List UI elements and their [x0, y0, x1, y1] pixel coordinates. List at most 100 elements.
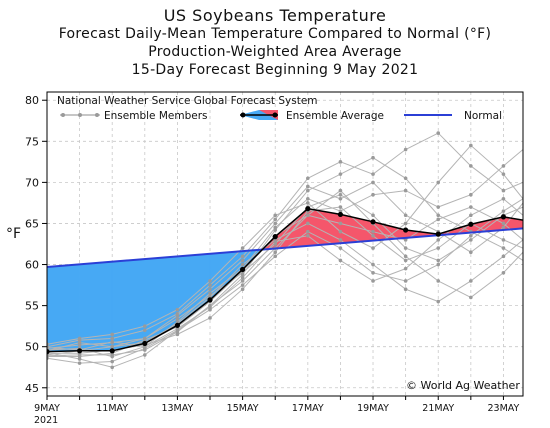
x-tick-label: 15MAY — [227, 403, 259, 414]
legend-members-marker — [78, 113, 82, 117]
member-point — [501, 225, 506, 230]
legend-average-label: Ensemble Average — [286, 110, 384, 122]
member-point — [273, 254, 278, 259]
member-point — [469, 213, 473, 218]
y-tick-label: 70 — [25, 176, 39, 189]
member-point — [403, 287, 408, 291]
member-point — [371, 172, 375, 176]
x-tick-label: 21MAY — [422, 403, 454, 414]
member-point — [143, 328, 147, 333]
member-point — [77, 354, 82, 359]
member-point — [240, 279, 245, 283]
ensemble-average-point — [403, 227, 409, 233]
legend-average-marker — [272, 112, 278, 118]
y-tick-label: 80 — [25, 94, 39, 107]
member-line — [47, 181, 523, 352]
legend-members-label: Ensemble Members — [104, 110, 208, 122]
member-point — [273, 225, 278, 230]
member-point — [110, 339, 115, 344]
member-point — [306, 197, 310, 201]
x-tick-label: 9MAY — [34, 403, 60, 414]
y-tick-label: 75 — [25, 135, 39, 148]
member-point — [436, 299, 441, 304]
member-point — [403, 254, 408, 259]
member-point — [110, 365, 115, 370]
member-point — [338, 221, 343, 226]
axes: 45 50 55 60 65 70 75 80 9MAY 11MAY 13MAY 15MAY 17MAY… — [25, 91, 524, 414]
legend-members-marker — [61, 113, 65, 117]
member-point — [306, 188, 310, 193]
member-point — [403, 147, 408, 152]
member-point — [436, 213, 441, 218]
member-point — [306, 221, 310, 226]
member-point — [436, 262, 441, 267]
member-point — [338, 192, 343, 197]
member-point — [273, 213, 278, 218]
member-point — [338, 205, 343, 209]
ensemble-average-line — [47, 207, 523, 353]
member-point — [371, 213, 375, 218]
member-point — [338, 258, 343, 263]
member-point — [436, 217, 441, 222]
member-point — [501, 254, 506, 259]
x-year-label: 2021 — [34, 415, 58, 426]
member-point — [436, 131, 441, 135]
legend-members-marker — [95, 113, 99, 117]
member-line — [47, 198, 523, 368]
member-point — [175, 307, 180, 312]
member-point — [110, 336, 115, 341]
member-point — [403, 279, 408, 283]
member-point — [175, 316, 180, 321]
member-point — [501, 209, 506, 213]
member-point — [110, 359, 115, 364]
ensemble-average-point — [109, 348, 115, 354]
ensemble-average-point — [77, 348, 83, 354]
member-point — [436, 246, 441, 250]
member-point — [110, 332, 115, 337]
member-point — [469, 192, 473, 197]
member-point — [436, 258, 441, 263]
member-point — [77, 336, 82, 341]
member-point — [240, 287, 245, 291]
member-line — [47, 132, 523, 348]
member-point — [469, 164, 473, 168]
member-point — [403, 213, 408, 218]
legend: National Weather Service Global Forecast… — [57, 95, 502, 122]
member-point — [469, 279, 473, 283]
member-point — [240, 246, 245, 250]
member-point — [501, 270, 506, 275]
member-point — [77, 357, 82, 361]
member-point — [306, 201, 310, 205]
member-point — [469, 143, 473, 148]
member-point — [208, 291, 212, 296]
normal-series — [47, 227, 523, 269]
member-line — [47, 144, 523, 345]
member-point — [240, 258, 245, 263]
x-tick-label: 23MAY — [488, 403, 520, 414]
y-axis-label: °F — [6, 226, 21, 242]
member-point — [403, 188, 408, 193]
member-point — [110, 354, 115, 359]
member-point — [240, 254, 245, 259]
model-label: National Weather Service Global Forecast… — [57, 95, 318, 107]
member-point — [338, 229, 343, 234]
member-point — [175, 332, 180, 337]
member-line — [47, 149, 523, 358]
member-point — [371, 192, 375, 197]
member-point — [371, 233, 375, 238]
member-point — [240, 283, 245, 287]
member-point — [208, 287, 212, 291]
member-point — [208, 283, 212, 287]
member-point — [306, 233, 310, 238]
member-point — [208, 316, 212, 320]
member-point — [240, 272, 245, 277]
member-point — [403, 266, 408, 271]
member-point — [501, 221, 506, 226]
ensemble-average-point — [174, 322, 181, 328]
member-point — [306, 184, 310, 189]
member-point — [306, 213, 310, 218]
plot-frame — [46, 91, 524, 397]
member-point — [371, 246, 375, 250]
member-point — [338, 197, 343, 201]
chart-subtitle-1: Forecast Daily-Mean Temperature Compared… — [58, 26, 492, 42]
